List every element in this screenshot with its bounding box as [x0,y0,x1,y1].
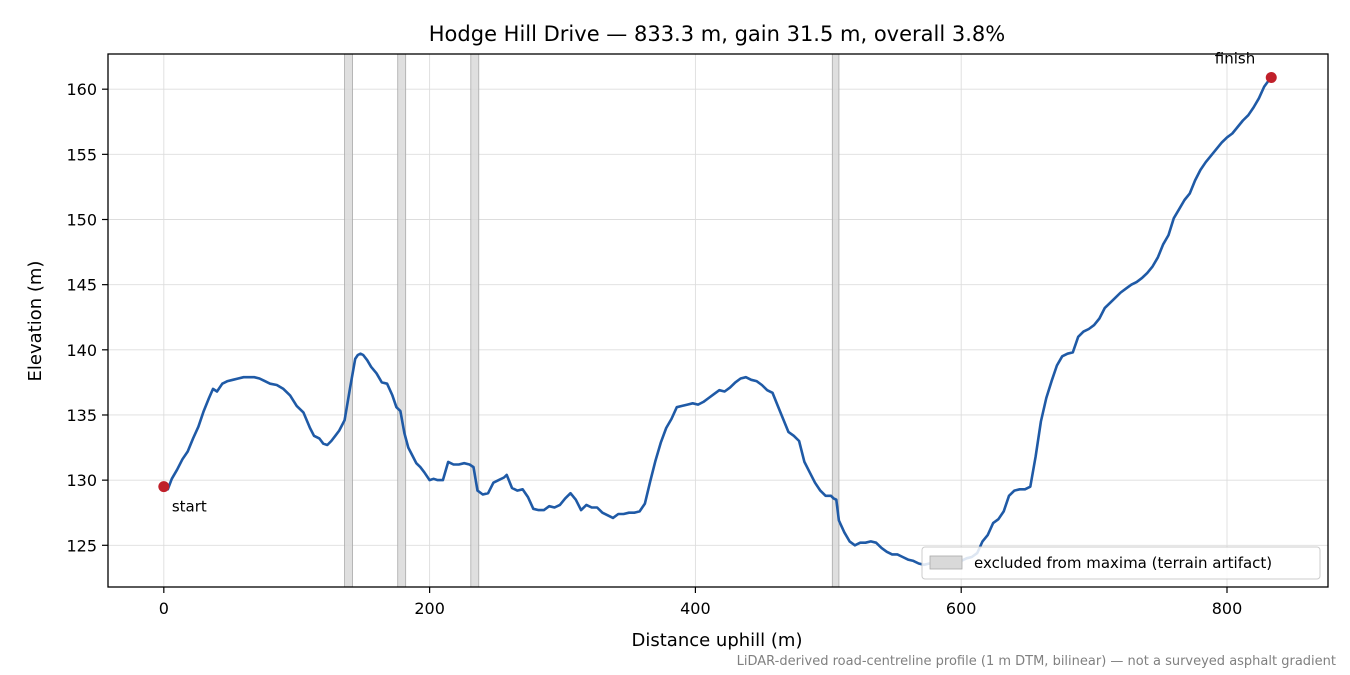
marker-start [158,481,170,493]
footnote: LiDAR-derived road-centreline profile (1… [737,654,1336,669]
marker-label-start: start [172,498,207,516]
excluded-band [344,53,353,588]
legend-box [921,546,1321,580]
marker-finish [1265,71,1277,83]
plot-area: start finish 0 200 400 600 800 125 130 135 140 145 1… [66,49,1329,618]
marker-label-finish: finish [1215,49,1255,67]
axes-frame [107,53,1329,588]
x-axis-label: Distance uphill (m) [632,630,803,651]
x-tick-label: 600 [946,599,977,618]
y-tick-label: 140 [66,341,97,360]
y-tick-label: 145 [66,276,97,295]
y-tick-label: 125 [66,536,97,555]
excluded-band [397,53,407,588]
legend-swatch [929,555,963,570]
excluded-band [470,53,480,588]
y-tick-label: 150 [66,211,97,230]
elevation-line [163,76,1272,568]
legend-label: excluded from maxima (terrain artifact) [974,554,1272,572]
y-tick-label: 135 [66,406,97,425]
x-tick-label: 0 [159,599,169,618]
x-tick-label: 400 [680,599,711,618]
chart-title: Hodge Hill Drive — 833.3 m, gain 31.5 m,… [429,22,1005,46]
x-tick-label: 800 [1212,599,1243,618]
y-tick-label: 155 [66,145,97,164]
x-tick-label: 200 [414,599,445,618]
y-tick-label: 130 [66,471,97,490]
y-tick-label: 160 [66,80,97,99]
y-axis-label: Elevation (m) [25,261,46,382]
